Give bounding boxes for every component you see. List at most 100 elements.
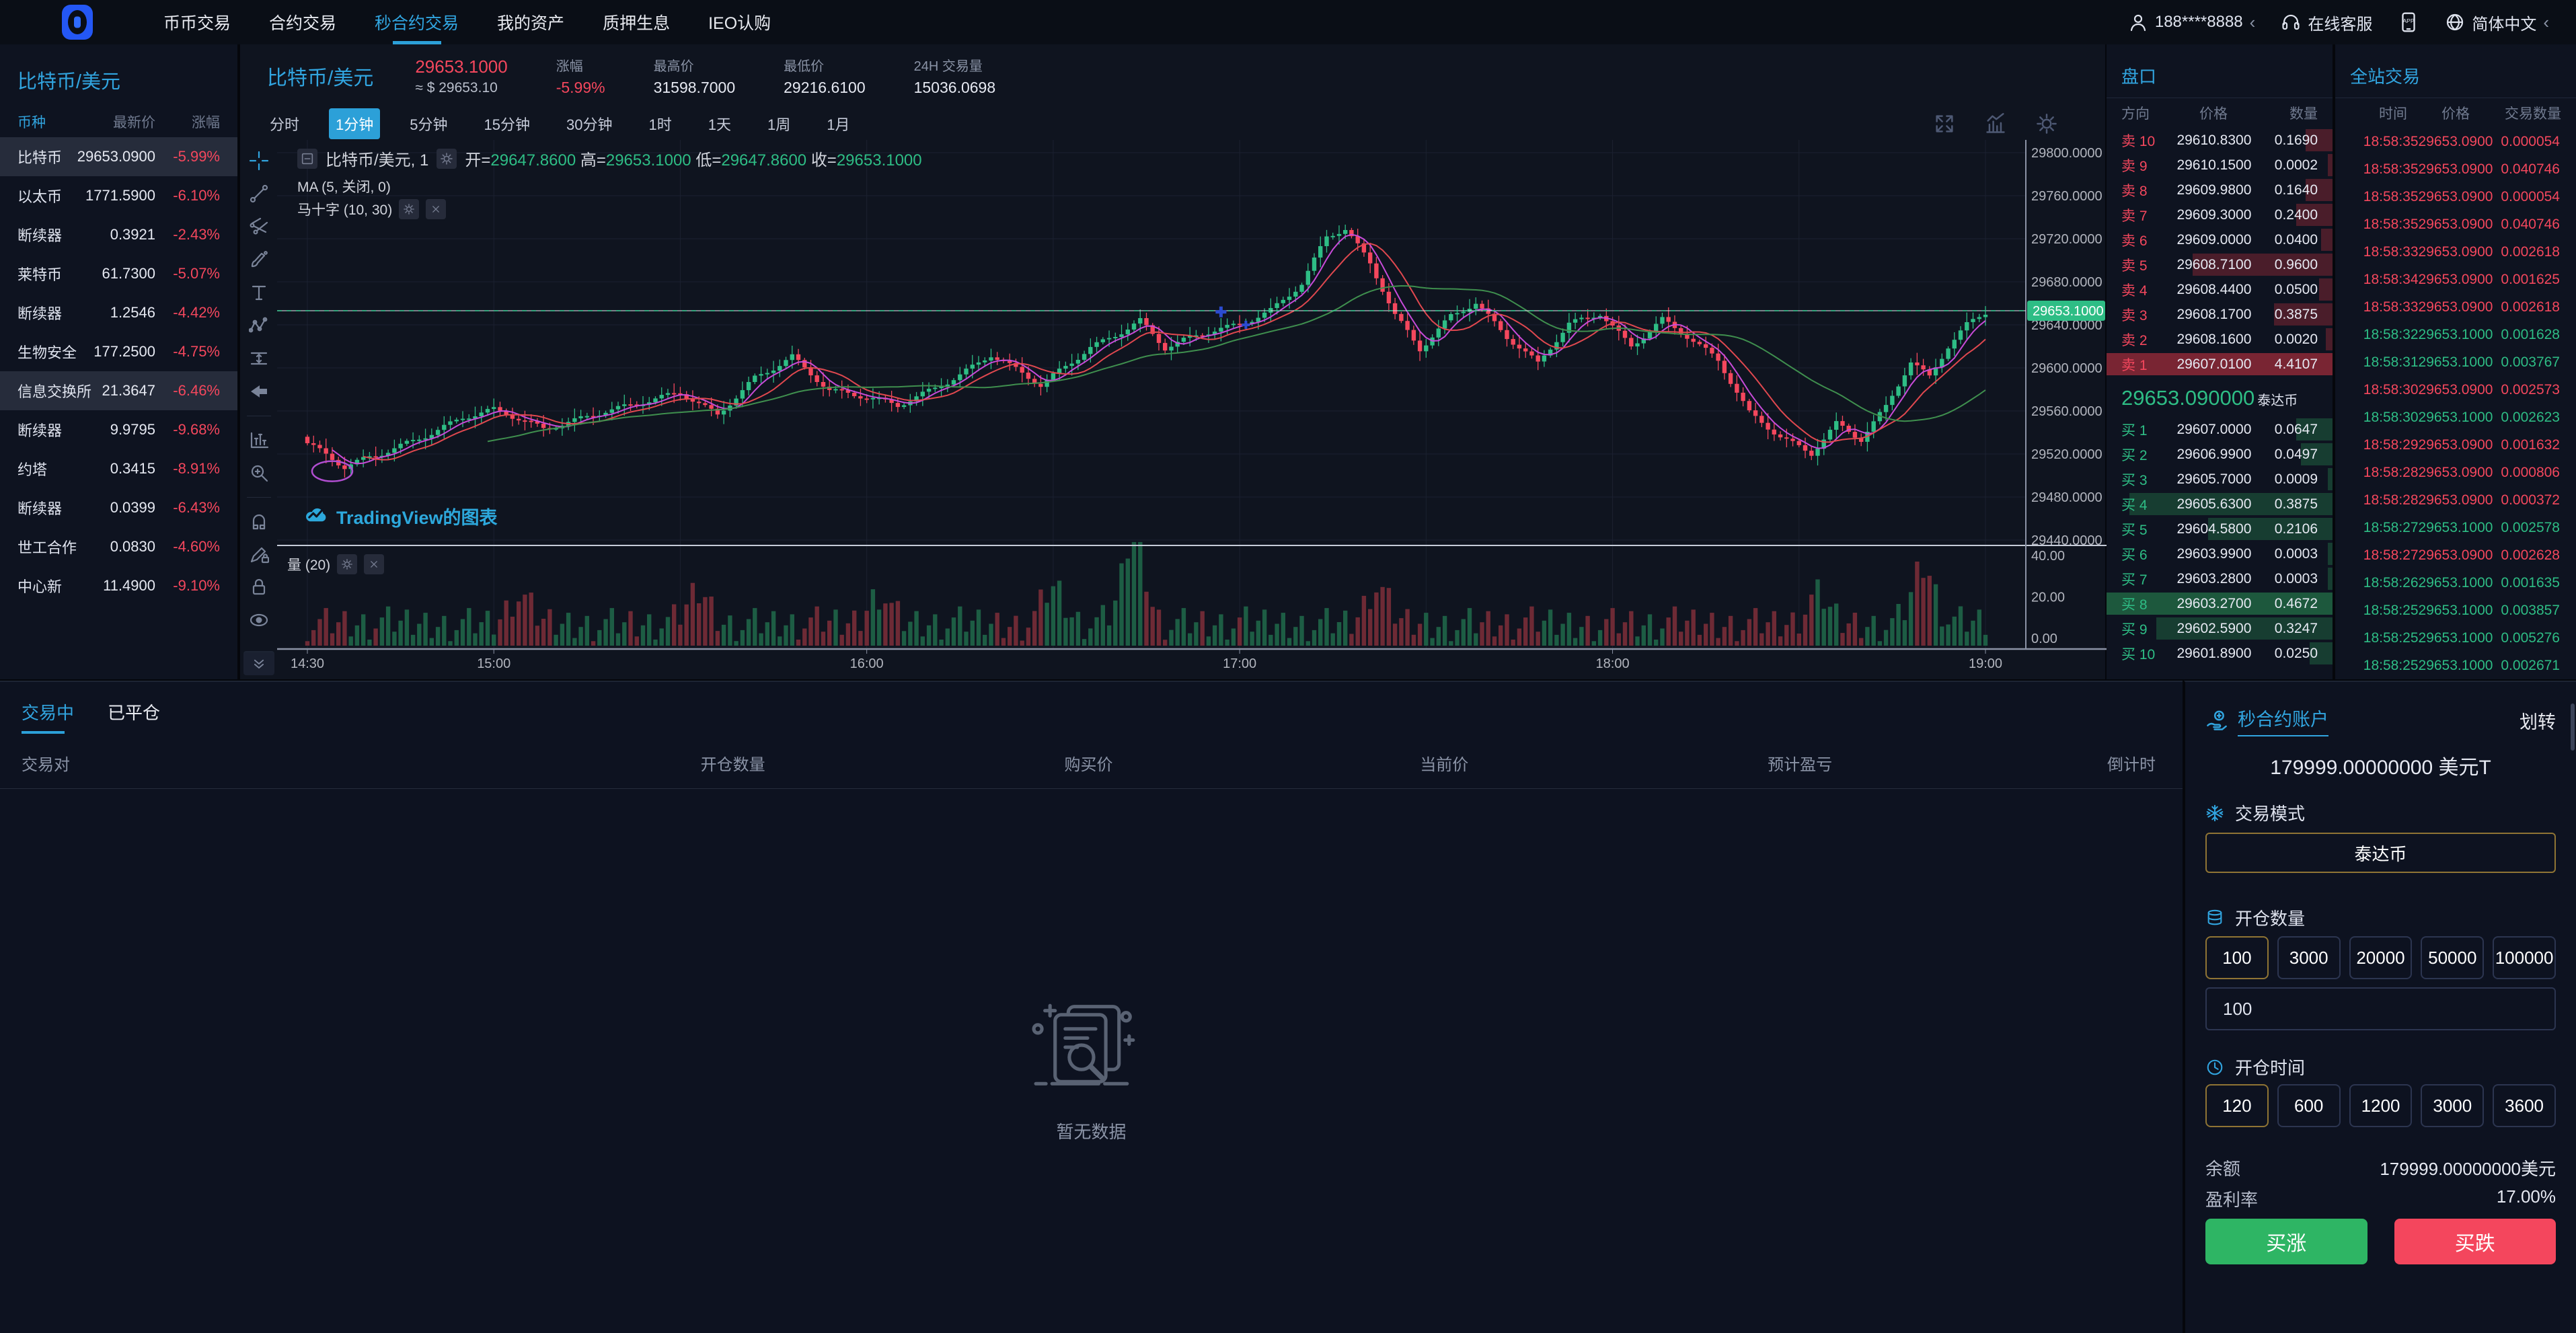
nav-item-币币交易[interactable]: 币币交易 [163,14,231,33]
amount-option-100[interactable]: 100 [2205,936,2269,979]
timeframe-5分钟[interactable]: 5分钟 [410,116,448,133]
orderbook-ask-row[interactable]: 卖 3 29608.1700 0.3875 [2107,302,2333,327]
duration-option-120[interactable]: 120 [2205,1084,2269,1127]
orderbook-ask-row[interactable]: 卖 7 29609.3000 0.2400 [2107,202,2333,227]
orderbook-ask-row[interactable]: 卖 5 29608.7100 0.9600 [2107,252,2333,277]
watchlist-row[interactable]: 断续器 0.3921 -2.43% [0,215,237,254]
indicator-close-icon[interactable] [426,199,447,219]
orderbook-bid-row[interactable]: 买 9 29602.5900 0.3247 [2107,616,2333,641]
legend-gear-icon[interactable] [437,148,457,169]
timeframe-30分钟[interactable]: 30分钟 [566,116,613,133]
draw-tool-brush-icon[interactable] [248,248,270,271]
nav-item-质押生息[interactable]: 质押生息 [603,14,671,33]
watchlist-row[interactable]: 生物安全 177.2500 -4.75% [0,332,237,371]
account-header: 秒合约账户 划转 [2205,705,2556,736]
watchlist-row[interactable]: 中心新 11.4900 -9.10% [0,566,237,605]
watchlist-row[interactable]: 信息交换所 21.3647 -6.46% [0,371,237,410]
draw-tool-forecast-icon[interactable] [248,428,270,451]
watchlist-row[interactable]: 约塔 0.3415 -8.91% [0,449,237,488]
buy-down-button[interactable]: 买跌 [2394,1219,2556,1264]
watchlist-row[interactable]: 断续器 1.2546 -4.42% [0,293,237,332]
watchlist-row[interactable]: 世工合作 0.0830 -4.60% [0,527,237,566]
draw-tool-crosshair-icon[interactable] [248,149,270,172]
user-account-menu[interactable]: 188****8888 ‹ [2128,12,2255,33]
orderbook-bid-row[interactable]: 买 2 29606.9900 0.0497 [2107,442,2333,467]
volume-gear-icon[interactable] [337,554,358,574]
positions-tab-交易中[interactable]: 交易中 [22,699,74,734]
chart-tool-indicators-icon[interactable] [1984,112,2007,135]
candlestick-chart[interactable]: 29800.0000 29760.0000 29720.0000 29680.0000… [277,140,2107,675]
timeframe-1分钟[interactable]: 1分钟 [329,108,381,139]
amount-input[interactable] [2205,987,2556,1030]
draw-tool-pitchfork-icon[interactable] [248,215,270,238]
draw-tool-zoom-in-icon[interactable] [248,461,270,484]
nav-item-秒合约交易[interactable]: 秒合约交易 [375,0,459,44]
duration-option-600[interactable]: 600 [2277,1084,2341,1127]
orderbook-bid-row[interactable]: 买 10 29601.8900 0.0250 [2107,641,2333,666]
draw-tool-pattern-icon[interactable] [248,314,270,337]
orderbook-bid-row[interactable]: 买 8 29603.2700 0.4672 [2107,591,2333,616]
timeframe-1月[interactable]: 1月 [827,116,850,133]
nav-item-IEO认购[interactable]: IEO认购 [708,14,771,33]
transfer-link[interactable]: 划转 [2520,712,2556,732]
draw-tool-pencil-lock-icon[interactable] [248,543,270,566]
trade-mode-select[interactable]: 泰达币 [2205,833,2556,873]
orderbook-ask-row[interactable]: 卖 6 29609.0000 0.0400 [2107,227,2333,252]
watchlist-row[interactable]: 断续器 9.9795 -9.68% [0,410,237,449]
chart-tool-fullscreen-icon[interactable] [1933,112,1956,135]
positions-tab-已平仓[interactable]: 已平仓 [108,703,161,723]
orderbook-bid-row[interactable]: 买 3 29605.7000 0.0009 [2107,467,2333,492]
collapse-legend-icon[interactable] [297,148,317,169]
duration-option-1200[interactable]: 1200 [2349,1084,2413,1127]
timeframe-分时[interactable]: 分时 [270,116,300,133]
orderbook-ask-row[interactable]: 卖 9 29610.1500 0.0002 [2107,153,2333,178]
timeframe-15分钟[interactable]: 15分钟 [484,116,530,133]
draw-tool-text-icon[interactable] [248,281,270,304]
app-download-button[interactable]: APP [2398,11,2419,33]
orderbook-ask-row[interactable]: 卖 1 29607.0100 4.4107 [2107,352,2333,377]
duration-option-3000[interactable]: 3000 [2421,1084,2485,1127]
trade-time: 18:58:26 [2363,574,2419,591]
orderbook-ask-row[interactable]: 卖 4 29608.4400 0.0500 [2107,277,2333,302]
amount-option-3000[interactable]: 3000 [2277,936,2341,979]
indicator-gear-icon[interactable] [399,199,420,219]
draw-tool-arrow-left-icon[interactable] [248,380,270,403]
timeframe-1周[interactable]: 1周 [767,116,791,133]
watchlist-row[interactable]: 断续器 0.0399 -6.43% [0,488,237,527]
amount-option-100000[interactable]: 100000 [2493,936,2556,979]
orderbook-ask-row[interactable]: 卖 2 29608.1600 0.0020 [2107,327,2333,352]
timeframe-1时[interactable]: 1时 [648,116,672,133]
orderbook-bid-row[interactable]: 买 4 29605.6300 0.3875 [2107,492,2333,517]
amount-option-50000[interactable]: 50000 [2421,936,2485,979]
brand-logo-icon[interactable] [62,5,93,40]
chart-tool-gear-icon[interactable] [2035,112,2058,135]
draw-tool-magnet-icon[interactable] [248,510,270,533]
language-menu[interactable]: 简体中文 ‹ [2445,11,2549,34]
watchlist-row[interactable]: 以太币 1771.5900 -6.10% [0,176,237,215]
orderbook-bid-row[interactable]: 买 6 29603.9900 0.0003 [2107,541,2333,566]
support-link[interactable]: 在线客服 [2281,11,2372,34]
scrollbar-thumb[interactable] [2571,703,2575,751]
orderbook-bid-row[interactable]: 买 5 29604.5800 0.2106 [2107,517,2333,541]
draw-tool-range-icon[interactable] [248,347,270,370]
watchlist-row[interactable]: 比特币 29653.0900 -5.99% [0,137,237,176]
orderbook-ask-row[interactable]: 卖 10 29610.8300 0.1690 [2107,128,2333,153]
duration-option-3600[interactable]: 3600 [2493,1084,2556,1127]
draw-tool-trendline-icon[interactable] [248,182,270,205]
toolbar-collapse-icon[interactable] [243,651,274,675]
orderbook-bid-row[interactable]: 买 1 29607.0000 0.0647 [2107,417,2333,442]
draw-tool-eye-icon[interactable] [248,609,270,632]
volume-close-icon[interactable] [364,554,385,574]
tradingview-attribution[interactable]: TradingView的图表 [304,503,498,529]
timeframe-1天[interactable]: 1天 [708,116,731,133]
nav-item-我的资产[interactable]: 我的资产 [497,14,565,33]
account-title-link[interactable]: 秒合约账户 [2238,705,2328,736]
orderbook-bid-row[interactable]: 买 7 29603.2800 0.0003 [2107,566,2333,591]
nav-item-合约交易[interactable]: 合约交易 [269,14,337,33]
draw-tool-lock-icon[interactable] [248,576,270,599]
buy-up-button[interactable]: 买涨 [2205,1219,2367,1264]
amount-option-20000[interactable]: 20000 [2349,936,2413,979]
watchlist-row[interactable]: 莱特币 61.7300 -5.07% [0,254,237,293]
trades-title: 全站交易 [2335,44,2576,98]
orderbook-ask-row[interactable]: 卖 8 29609.9800 0.1640 [2107,178,2333,202]
